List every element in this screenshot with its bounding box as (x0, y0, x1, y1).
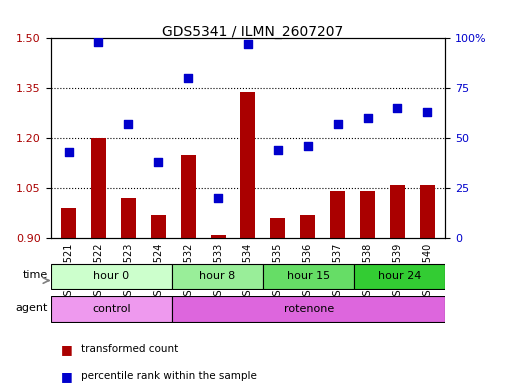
FancyBboxPatch shape (50, 296, 172, 322)
Text: agent: agent (16, 303, 48, 313)
Bar (180, 155, 195, 238)
Text: hour 0: hour 0 (93, 271, 129, 281)
Text: ■: ■ (61, 343, 72, 356)
Bar (121, 198, 135, 238)
Point (154, 159, 162, 165)
Text: transformed count: transformed count (81, 344, 178, 354)
Bar (389, 185, 404, 238)
Point (94, 39, 103, 45)
Bar (61, 208, 76, 238)
Point (243, 41, 251, 48)
FancyBboxPatch shape (172, 296, 444, 322)
FancyBboxPatch shape (354, 263, 444, 290)
Point (363, 115, 371, 121)
Point (184, 75, 192, 81)
Text: ■: ■ (61, 370, 72, 383)
Text: hour 15: hour 15 (286, 271, 330, 281)
Point (214, 195, 222, 201)
Point (392, 105, 400, 111)
Point (124, 121, 132, 127)
Text: rotenone: rotenone (283, 304, 333, 314)
Bar (270, 218, 285, 238)
Bar (330, 192, 344, 238)
Point (64, 149, 72, 155)
FancyBboxPatch shape (172, 263, 263, 290)
Bar (150, 215, 166, 238)
Bar (419, 185, 434, 238)
Bar (240, 92, 255, 238)
FancyBboxPatch shape (263, 263, 354, 290)
Bar (299, 215, 315, 238)
Point (273, 147, 281, 153)
Text: control: control (92, 304, 130, 314)
Bar (360, 192, 374, 238)
Text: hour 8: hour 8 (199, 271, 235, 281)
Bar (91, 138, 106, 238)
FancyBboxPatch shape (50, 263, 172, 290)
Bar (210, 235, 225, 238)
Text: GDS5341 / ILMN_2607207: GDS5341 / ILMN_2607207 (162, 25, 343, 39)
Point (423, 109, 431, 115)
Text: hour 24: hour 24 (377, 271, 421, 281)
Text: percentile rank within the sample: percentile rank within the sample (81, 371, 257, 381)
Point (333, 121, 341, 127)
Text: time: time (23, 270, 48, 280)
Point (303, 143, 311, 149)
